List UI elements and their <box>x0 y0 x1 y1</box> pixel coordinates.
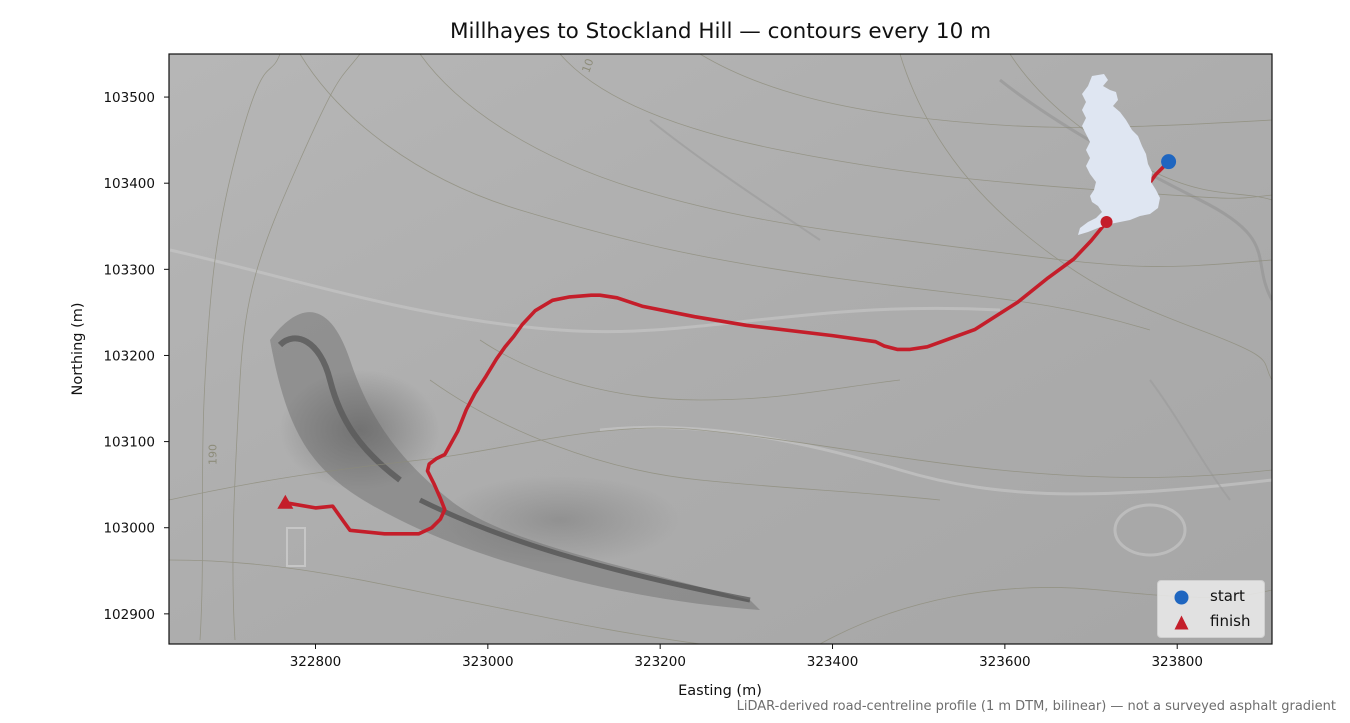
start-marker <box>1161 154 1177 170</box>
map-title: Millhayes to Stockland Hill — contours e… <box>449 19 992 44</box>
contour-labels: 190 10 <box>206 57 596 465</box>
contour-label: 10 <box>579 57 596 75</box>
x-tick-label: 322800 <box>290 654 342 670</box>
y-tick-label: 103000 <box>103 521 155 537</box>
x-axis-label: Easting (m) <box>678 683 762 699</box>
x-tick-label: 323000 <box>462 654 514 670</box>
legend: start finish <box>1157 580 1265 638</box>
x-tick-label: 323400 <box>807 654 859 670</box>
plot-frame <box>168 53 1273 645</box>
inset-location-dot <box>1100 215 1113 228</box>
legend-finish-label: finish <box>1210 612 1251 630</box>
legend-entry-start: start <box>1158 586 1264 608</box>
y-tick-label: 103100 <box>103 435 155 451</box>
legend-start-icon <box>1174 590 1189 605</box>
x-tick-label: 323600 <box>979 654 1031 670</box>
y-tick-label: 103200 <box>103 348 155 364</box>
y-tick-label: 103500 <box>103 90 155 106</box>
contour-label: 190 <box>206 444 219 465</box>
footnote: LiDAR-derived road-centreline profile (1… <box>736 699 1336 714</box>
y-tick-label: 103400 <box>103 176 155 192</box>
legend-entry-finish: finish <box>1158 611 1264 633</box>
x-tick-label: 323200 <box>634 654 686 670</box>
y-tick-label: 103300 <box>103 262 155 278</box>
uk-locator-inset <box>1078 74 1160 235</box>
y-tick-label: 102900 <box>103 607 155 623</box>
legend-start-label: start <box>1210 587 1245 605</box>
x-tick-label: 323800 <box>1151 654 1203 670</box>
ticks-layer: 322800 323000 323200 323400 323600 323800 1029… <box>103 90 1203 670</box>
legend-finish-icon <box>1174 615 1189 630</box>
y-axis-label: Northing (m) <box>70 302 86 395</box>
route-line <box>283 159 1171 536</box>
finish-marker <box>277 494 294 509</box>
uk-outline-icon <box>1078 74 1160 235</box>
